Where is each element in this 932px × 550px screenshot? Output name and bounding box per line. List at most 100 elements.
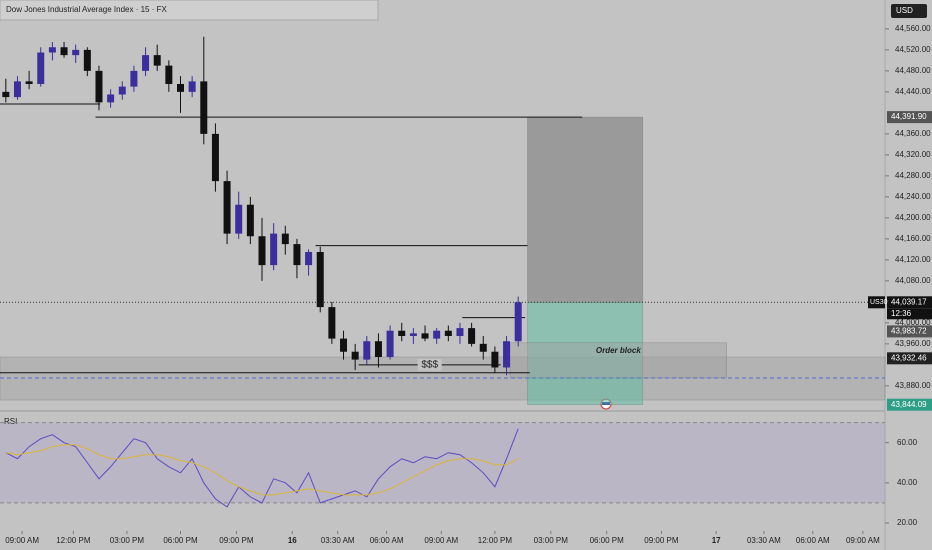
candle-body [118,86,126,95]
title-box [0,0,379,21]
countdown: 12:36 [891,309,912,318]
y-tick-label: 60.00 [897,438,918,447]
candle-body [165,65,173,84]
candle-body [351,351,359,360]
symbol: US30 [870,299,888,306]
candle-body [200,81,208,134]
price-label-box [887,398,932,411]
candle-body [293,244,301,266]
candle-body [433,330,441,339]
candle-body [316,251,324,308]
price-label-box [887,111,932,124]
candle-body [246,204,254,237]
price-label: 43,983.72 [891,327,927,336]
candle-body [188,81,196,92]
candle-body [305,251,313,266]
candle-body [340,338,348,352]
x-tick-label: 09:00 AM [5,536,39,545]
price-label: 44,039.17 [891,297,927,306]
candle-body [374,341,382,357]
y-tick-label: 44,360.00 [895,129,931,138]
candle-body [223,181,231,234]
x-tick-label: 03:30 AM [747,536,781,545]
candle-body [258,236,266,266]
candle-body [153,55,161,66]
y-tick-label: 44,120.00 [895,255,931,264]
x-tick-label: 17 [712,536,721,545]
x-tick-label: 03:00 PM [110,536,145,545]
zone [0,356,886,401]
candle-body [95,70,103,103]
candle-body [503,341,511,368]
candle-body [444,330,452,336]
candle-body [211,133,219,182]
x-tick-label: 12:00 PM [56,536,91,545]
currency-box [891,4,927,18]
y-tick-label: 44,000.00 [895,318,931,327]
candle-body [25,81,33,84]
y-tick-label: 44,280.00 [895,171,931,180]
candle-body [130,70,138,87]
candle-body [72,49,80,56]
candle-body [398,330,406,336]
y-tick-label: 44,520.00 [895,45,931,54]
candle-body [491,351,499,368]
candle-body [2,91,10,98]
price-label: 43,844.09 [891,400,927,409]
x-tick-label: 16 [288,536,297,545]
x-tick-label: 09:00 AM [424,536,458,545]
price-label-box [887,296,932,309]
candle-body [107,94,115,103]
price-label-box [887,325,932,338]
candle-body [456,328,464,336]
candle-body [328,307,336,339]
candle-body [421,333,429,339]
currency: USD [896,6,913,15]
y-tick-label: 43,960.00 [895,339,931,348]
price-label-box [887,352,932,365]
candle-body [514,302,522,342]
y-tick-label: 44,080.00 [895,276,931,285]
y-tick-label: 44,320.00 [895,150,931,159]
x-tick-label: 03:00 PM [534,536,569,545]
label-bg [417,358,442,371]
candle-body [48,47,56,53]
price-label: 44,391.90 [891,112,927,121]
zone [527,116,644,303]
zone [527,302,644,405]
candle-body [37,52,45,84]
candle-body [60,47,68,56]
rsi-line [5,444,519,496]
x-tick-label: 09:00 AM [846,536,880,545]
candle-body [468,328,476,344]
x-tick-label: 12:00 PM [478,536,513,545]
x-tick-label: 03:30 AM [321,536,355,545]
candle-body [176,83,184,92]
countdown-box [887,308,932,320]
candle-body [235,204,243,234]
candle-body [281,233,289,245]
symbol-box [868,296,885,309]
y-tick-label: 20.00 [897,518,918,527]
x-tick-label: 06:00 AM [370,536,404,545]
candle-body [479,343,487,352]
y-tick-label: 43,880.00 [895,381,931,390]
candle-body [363,341,371,360]
y-tick-label: 40.00 [897,478,918,487]
chart-title: Dow Jones Industrial Average Index · 15 … [6,5,167,14]
candle-body [409,333,417,336]
x-tick-label: 06:00 PM [163,536,198,545]
price-label: 43,932.46 [891,353,927,362]
x-tick-label: 09:00 PM [219,536,254,545]
y-tick-label: 44,160.00 [895,234,931,243]
y-tick-label: 44,200.00 [895,213,931,222]
candle-body [386,330,394,357]
x-tick-label: 06:00 AM [796,536,830,545]
y-tick-label: 44,560.00 [895,24,931,33]
x-tick-label: 09:00 PM [644,536,679,545]
y-tick-label: 44,440.00 [895,87,931,96]
y-tick-label: 44,240.00 [895,192,931,201]
candle-body [142,55,150,71]
